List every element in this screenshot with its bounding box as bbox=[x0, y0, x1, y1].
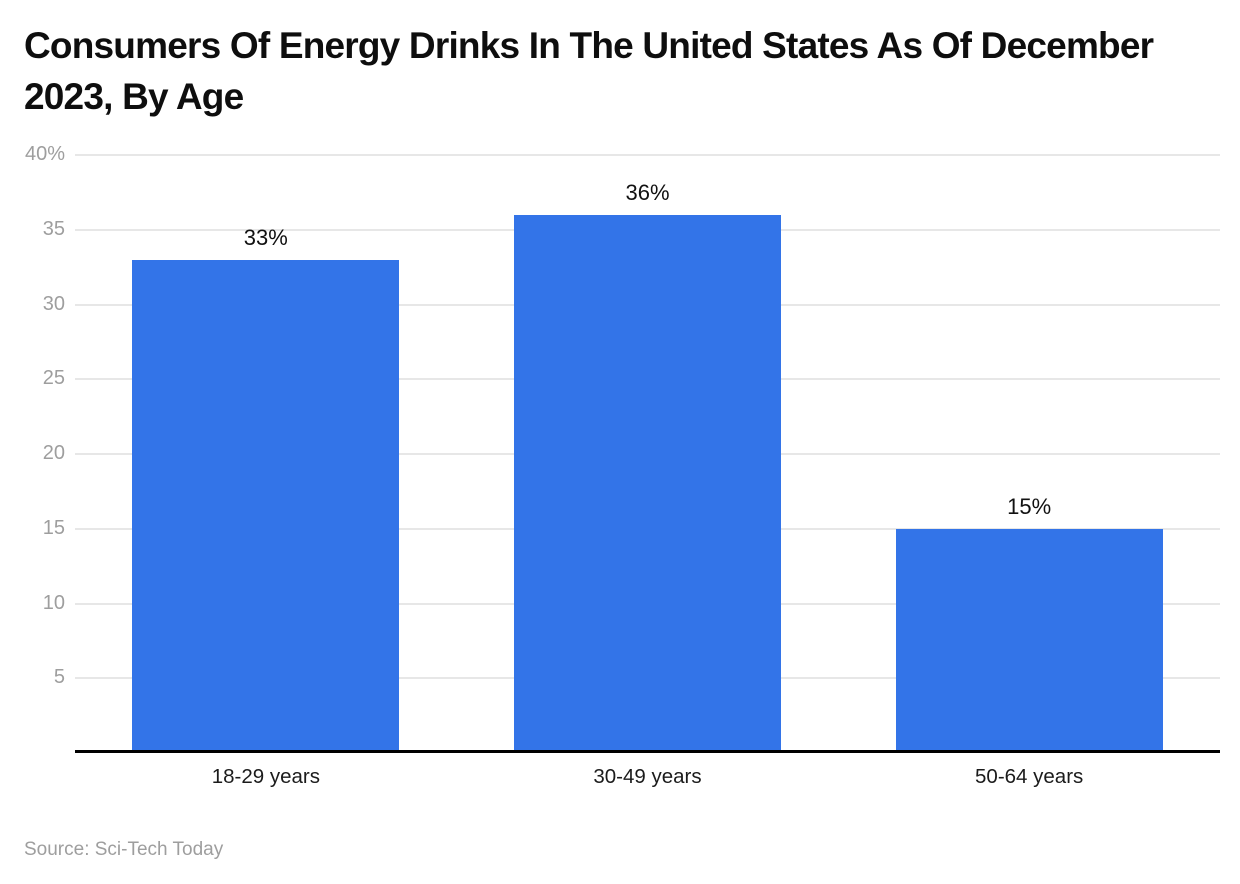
bar-value-label: 33% bbox=[243, 224, 288, 250]
y-tick-label: 15 bbox=[42, 516, 65, 539]
y-tick-label: 40% bbox=[24, 143, 65, 165]
y-tick-label: 35 bbox=[42, 217, 65, 240]
y-tick-label: 30 bbox=[42, 292, 65, 315]
chart-title: Consumers Of Energy Drinks In The United… bbox=[24, 25, 1154, 117]
x-tick-label: 50-64 years bbox=[975, 765, 1084, 788]
y-tick-label: 5 bbox=[53, 666, 65, 689]
bar-18-29 years bbox=[132, 259, 400, 753]
bar-value-label: 15% bbox=[1007, 493, 1052, 519]
x-axis-line bbox=[75, 750, 1220, 753]
y-tick-label: 20 bbox=[42, 442, 65, 464]
bar-value-label: 36% bbox=[625, 179, 670, 205]
gridline bbox=[75, 154, 1220, 156]
bar-50-64 years bbox=[895, 528, 1163, 753]
bar-30-49 years bbox=[513, 214, 782, 753]
y-tick-label: 25 bbox=[42, 367, 65, 390]
y-tick-label: 10 bbox=[42, 591, 65, 614]
source-label: Source: Sci-Tech Today bbox=[24, 839, 224, 860]
x-tick-label: 30-49 years bbox=[593, 765, 702, 788]
x-tick-label: 18-29 years bbox=[211, 765, 320, 788]
